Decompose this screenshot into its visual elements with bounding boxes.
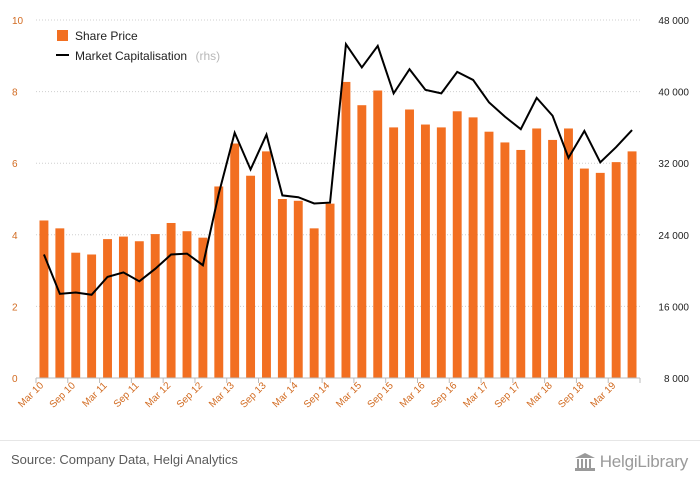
- bar-share-price-3: [87, 254, 97, 378]
- bar-share-price-26: [452, 111, 462, 378]
- bar-share-price-10: [198, 237, 208, 378]
- bar-share-price-29: [500, 142, 510, 378]
- x-axis-labels: Mar 10 Sep 10 Mar 11 Sep 11 Mar 12 Sep 12 Mar …: [16, 380, 618, 411]
- x-tick-label: Sep 11: [112, 380, 142, 410]
- bar-share-price-30: [516, 149, 526, 378]
- left-axis-labels: 0 2 4 6 8 10: [12, 16, 24, 385]
- x-tick-label: Mar 17: [461, 380, 491, 410]
- bar-share-price-14: [262, 151, 271, 378]
- y2-tick-label: 32 000: [658, 159, 689, 170]
- bar-share-price-0: [39, 220, 49, 378]
- y-tick-label: 10: [12, 16, 24, 27]
- bar-share-price-33: [564, 128, 573, 378]
- y-tick-label: 4: [12, 231, 18, 242]
- library-building-icon: [574, 453, 595, 471]
- bar-share-price-4: [103, 239, 112, 378]
- x-tick-label: Mar 16: [398, 380, 428, 410]
- x-tick-label: Mar 11: [80, 380, 110, 410]
- bar-share-price-18: [325, 203, 335, 378]
- chart: 0 2 4 6 8 10 8 000 16 000 24 000 32 000 40 000 48 …: [12, 16, 689, 411]
- x-tick-label: Mar 13: [207, 380, 237, 410]
- bar-share-price-12: [230, 143, 240, 378]
- bar-share-price-34: [579, 168, 589, 378]
- market-cap-line: [43, 41, 633, 296]
- bar-share-price-15: [277, 199, 287, 378]
- y-tick-label: 8: [12, 88, 18, 99]
- x-tick-label: Sep 12: [175, 380, 205, 410]
- legend-share-price-swatch: [57, 30, 68, 41]
- y-tick-label: 2: [12, 302, 18, 313]
- x-tick-label: Sep 10: [48, 380, 78, 410]
- bar-share-price-28: [484, 131, 494, 378]
- legend-share-price-label: Share Price: [75, 29, 138, 43]
- bar-share-price-19: [341, 81, 351, 379]
- legend-market-cap-rhs: (rhs): [196, 49, 221, 63]
- x-tick-label: Sep 16: [429, 380, 459, 410]
- source-text: Source: Company Data, Helgi Analytics: [11, 452, 238, 467]
- footer: Source: Company Data, Helgi Analytics He…: [0, 440, 700, 483]
- bar-share-price-35: [595, 172, 605, 378]
- bar-share-price-21: [373, 90, 383, 378]
- y2-tick-label: 16 000: [658, 302, 689, 313]
- bar-share-price-1: [55, 228, 65, 378]
- bar-share-price-6: [134, 241, 144, 378]
- y-tick-label: 0: [12, 374, 18, 385]
- bar-share-price-25: [436, 127, 446, 379]
- legend-market-cap-label: Market Capitalisation (rhs): [75, 47, 220, 64]
- bar-share-price-2: [71, 252, 81, 378]
- y2-tick-label: 24 000: [658, 231, 689, 242]
- x-tick-label: Sep 13: [238, 380, 268, 410]
- y2-tick-label: 40 000: [658, 88, 689, 99]
- legend: Share Price Market Capitalisation (rhs): [56, 29, 220, 64]
- bar-share-price-8: [166, 222, 176, 378]
- x-tick-label: Sep 15: [366, 380, 396, 410]
- x-tick-label: Mar 15: [334, 380, 364, 410]
- bar-share-price-27: [468, 117, 478, 378]
- bar-share-price-11: [214, 186, 224, 378]
- bar-share-price-7: [150, 234, 160, 378]
- bar-share-price-22: [389, 127, 399, 379]
- y2-tick-label: 48 000: [658, 16, 689, 27]
- helgi-library-logo[interactable]: HelgiLibrary: [574, 449, 688, 475]
- y2-tick-label: 8 000: [664, 374, 689, 385]
- bar-share-price-9: [182, 231, 192, 378]
- line-market-capitalisation: [43, 41, 633, 296]
- x-tick-label: Mar 18: [525, 380, 555, 410]
- x-tick-label: Mar 12: [143, 380, 173, 410]
- x-tick-label: Sep 17: [493, 380, 523, 410]
- bar-share-price-31: [532, 128, 542, 378]
- share-price-bars: [39, 81, 637, 379]
- logo-text: HelgiLibrary: [599, 452, 689, 471]
- x-tick-label: Mar 10: [16, 380, 46, 410]
- right-axis-labels: 8 000 16 000 24 000 32 000 40 000 48 000: [658, 16, 689, 385]
- bar-share-price-24: [420, 124, 430, 378]
- x-tick-label: Sep 14: [302, 380, 332, 410]
- bar-share-price-37: [627, 151, 637, 378]
- bar-share-price-20: [357, 105, 367, 378]
- axes: [35, 377, 641, 383]
- bar-share-price-13: [246, 175, 256, 378]
- bar-share-price-36: [611, 162, 621, 378]
- bar-share-price-23: [405, 109, 414, 378]
- bar-share-price-17: [309, 228, 319, 378]
- bar-share-price-5: [118, 236, 128, 378]
- x-tick-label: Mar 14: [271, 380, 301, 410]
- bar-share-price-32: [548, 139, 558, 378]
- legend-market-cap-name: Market Capitalisation: [75, 49, 187, 63]
- bar-share-price-16: [293, 200, 303, 378]
- x-tick-label: Sep 18: [556, 380, 586, 410]
- x-tick-label: Mar 19: [589, 380, 619, 410]
- y-tick-label: 6: [12, 159, 18, 170]
